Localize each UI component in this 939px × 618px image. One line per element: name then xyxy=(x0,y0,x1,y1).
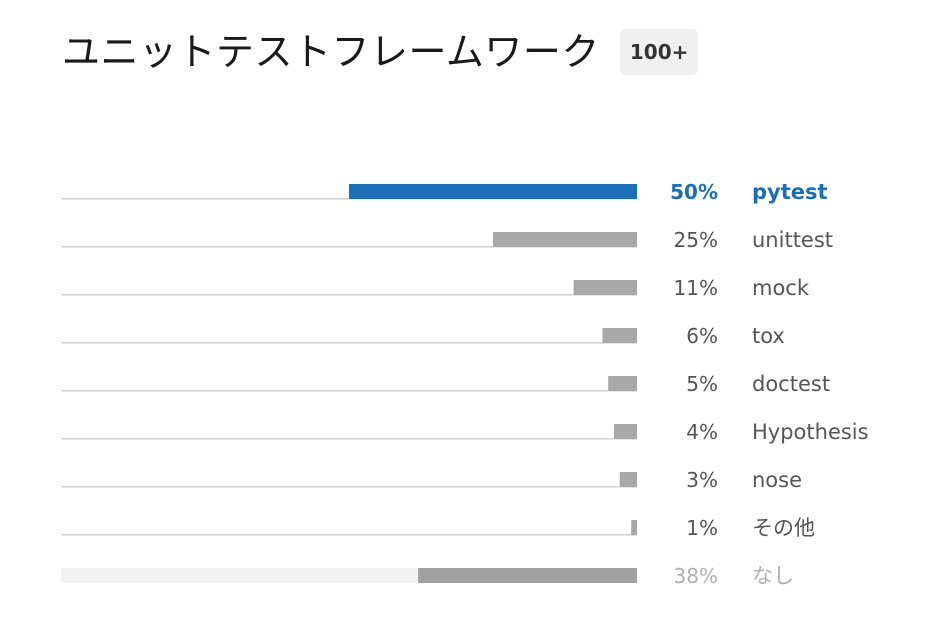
bar-0-value-label: 50% xyxy=(670,180,718,204)
bar-4-category-label: doctest xyxy=(752,372,830,396)
bar-8-category-label: なし xyxy=(752,564,794,588)
bar-7-baseline xyxy=(61,534,637,536)
bar-5 xyxy=(613,424,637,439)
bar-0 xyxy=(349,184,637,199)
bar-2-category-label: mock xyxy=(752,276,810,300)
bar-1 xyxy=(493,232,637,247)
bar-6 xyxy=(619,472,637,487)
bar-1-baseline xyxy=(61,246,637,248)
bar-3-baseline xyxy=(61,342,637,344)
bar-7-value-label: 1% xyxy=(686,516,718,540)
chart-header: ユニットテストフレームワーク 100+ xyxy=(62,28,699,76)
bar-2-baseline xyxy=(61,294,637,296)
bar-3-value-label: 6% xyxy=(686,324,718,348)
bar-1-value-label: 25% xyxy=(674,228,718,252)
bar-5-baseline xyxy=(61,438,637,440)
bar-6-baseline xyxy=(61,486,637,488)
bar-7-category-label: その他 xyxy=(752,516,815,540)
bar-2 xyxy=(573,280,637,295)
bar-3-category-label: tox xyxy=(752,324,785,348)
bar-5-value-label: 4% xyxy=(686,420,718,444)
bar-3 xyxy=(602,328,637,343)
bar-2-value-label: 11% xyxy=(674,276,718,300)
count-badge: 100+ xyxy=(619,29,699,75)
bar-7 xyxy=(631,520,637,535)
bar-4-baseline xyxy=(61,390,637,392)
bar-5-category-label: Hypothesis xyxy=(752,420,869,444)
chart-title: ユニットテストフレームワーク xyxy=(62,30,600,74)
bar-0-category-label: pytest xyxy=(752,180,828,204)
bar-4-value-label: 5% xyxy=(686,372,718,396)
bar-8-value-label: 38% xyxy=(674,564,718,588)
bar-4 xyxy=(608,376,637,391)
bar-8 xyxy=(418,568,637,583)
bar-6-value-label: 3% xyxy=(686,468,718,492)
bar-6-category-label: nose xyxy=(752,468,802,492)
bar-1-category-label: unittest xyxy=(752,228,833,252)
